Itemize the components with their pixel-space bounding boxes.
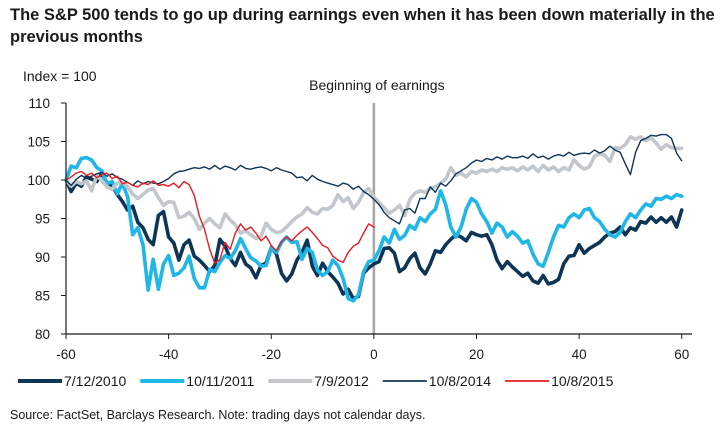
y-tick-label-100: 100 <box>27 173 50 188</box>
y-tick-label-95: 95 <box>35 212 50 227</box>
x-tick-label-60: 60 <box>674 347 689 362</box>
x-tick-label--60: -60 <box>56 347 76 362</box>
axes <box>61 102 692 339</box>
series-line-10-8-2014 <box>65 133 683 225</box>
legend: 7/12/2010 10/11/2011 7/9/2012 10/8/2014 10/8… <box>18 373 614 389</box>
y-axis: 80 85 90 95 100 105 110 <box>27 96 50 342</box>
y-tick-label-80: 80 <box>35 327 50 342</box>
legend-label-7-9-2012: 7/9/2012 <box>314 373 369 389</box>
legend-label-10-8-2014: 10/8/2014 <box>429 373 491 389</box>
series-group <box>64 133 684 303</box>
y-tick-label-110: 110 <box>28 96 50 111</box>
source-note: Source: FactSet, Barclays Research. Note… <box>10 408 426 422</box>
y-axis-label: Index = 100 <box>23 68 97 84</box>
y-tick-label-85: 85 <box>35 289 50 304</box>
series-line-10-11-2011 <box>64 155 684 303</box>
y-tick-label-90: 90 <box>35 250 50 265</box>
y-tick-label-105: 105 <box>27 135 50 150</box>
x-tick-label--20: -20 <box>261 347 281 362</box>
x-tick-label--40: -40 <box>159 347 179 362</box>
x-tick-label-40: 40 <box>572 347 587 362</box>
series-line-10-8-2015 <box>65 170 375 264</box>
series-line-7-9-2012 <box>64 135 684 241</box>
series-line-7-12-2010 <box>64 171 684 301</box>
x-tick-label-20: 20 <box>469 347 484 362</box>
chart-title: The S&P 500 tends to go up during earnin… <box>10 6 715 46</box>
x-axis: -60 -40 -20 0 20 40 60 <box>56 347 689 362</box>
legend-label-10-11-2011: 10/11/2011 <box>186 373 254 389</box>
earnings-start-label: Beginning of earnings <box>309 77 444 93</box>
earnings-marker: Beginning of earnings <box>309 77 445 334</box>
legend-label-10-8-2015: 10/8/2015 <box>551 373 613 389</box>
x-tick-label-0: 0 <box>370 347 378 362</box>
legend-label-7-12-2010: 7/12/2010 <box>64 373 126 389</box>
